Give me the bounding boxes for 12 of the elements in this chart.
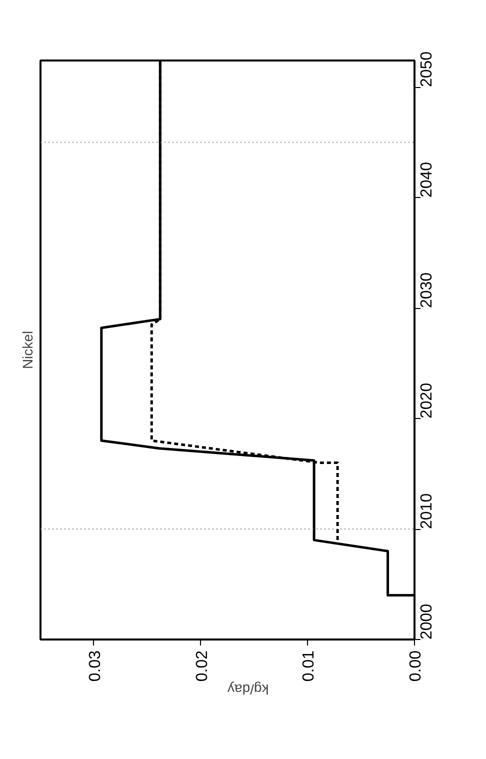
x-axis-title: kg/day xyxy=(228,682,269,698)
y-tick-label: 2040 xyxy=(418,162,436,198)
x-tick-label: 0.03 xyxy=(86,650,104,682)
y-tick-label: 2020 xyxy=(418,382,436,419)
y-tick-label: 2010 xyxy=(418,493,436,530)
x-tick-label: 0.01 xyxy=(300,650,318,682)
text: Nickel xyxy=(20,330,36,370)
y-tick-label: 2050 xyxy=(418,51,436,88)
x-tick-label: 0.00 xyxy=(408,650,424,682)
y-tick-label: 2030 xyxy=(418,272,436,308)
y-tick-label: 2000 xyxy=(418,604,436,640)
x-tick-label: 0.02 xyxy=(194,650,211,682)
